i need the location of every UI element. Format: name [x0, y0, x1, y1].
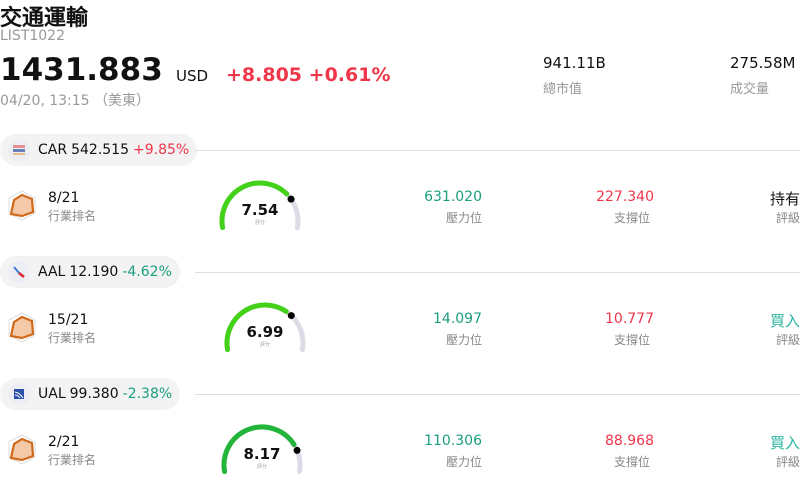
industry-rank-label: 行業排名 — [48, 209, 97, 223]
gauge-fill — [224, 302, 289, 353]
rating-label: 評級 — [775, 333, 800, 347]
resistance-label: 壓力位 — [445, 333, 482, 347]
score-gauge — [221, 424, 303, 475]
ticker: CAR — [38, 142, 68, 158]
united-airlines-logo-icon — [8, 383, 30, 405]
stock-price: 12.190 — [69, 264, 119, 280]
ticker: UAL — [38, 386, 66, 402]
support-value: 10.777 — [605, 311, 654, 327]
timestamp: 04/20, 13:15 （美東） — [0, 93, 151, 109]
price-change: +8.805 +0.61% — [226, 64, 391, 86]
radar-chart-icon — [8, 312, 36, 343]
change-value: +8.805 — [226, 64, 303, 86]
index-price: 1431.883 — [0, 52, 163, 88]
score-gauge — [224, 302, 306, 353]
stock-header-car[interactable]: CAR 542.515 +9.85% — [0, 134, 198, 166]
rating-label: 評級 — [775, 455, 800, 469]
score-value: 7.54 — [241, 201, 279, 219]
divider — [195, 272, 800, 273]
index-code: LIST1022 — [0, 28, 65, 44]
currency: USD — [176, 67, 209, 85]
gauge-marker — [287, 195, 295, 203]
divider — [195, 150, 800, 151]
radar-chart-icon — [8, 434, 36, 465]
page-title: 交通運輸 — [0, 6, 89, 31]
score-label: 評分 — [259, 342, 270, 348]
radar-chart-icon — [8, 190, 36, 221]
stock-price: 542.515 — [71, 142, 129, 158]
market-cap-value: 941.11B — [543, 54, 606, 72]
score-gauge — [219, 180, 301, 231]
support-value: 88.968 — [605, 433, 654, 449]
gauge-fill — [219, 180, 290, 231]
score-label: 評分 — [256, 464, 267, 470]
score-value: 6.99 — [246, 323, 284, 341]
support-label: 支撐位 — [613, 455, 650, 469]
resistance-value: 631.020 — [424, 189, 482, 205]
resistance-label: 壓力位 — [445, 211, 482, 225]
industry-rank: 15/21 — [48, 312, 89, 328]
gauge-fill — [221, 424, 297, 475]
industry-rank: 2/21 — [48, 434, 80, 450]
rating-value: 買入 — [769, 312, 800, 330]
resistance-value: 14.097 — [433, 311, 482, 327]
divider — [195, 394, 800, 395]
resistance-value: 110.306 — [424, 433, 482, 449]
gauge-marker — [287, 312, 295, 320]
support-value: 227.340 — [596, 189, 654, 205]
resistance-label: 壓力位 — [445, 455, 482, 469]
industry-rank-label: 行業排名 — [48, 453, 97, 467]
avis-budget-logo-icon — [8, 139, 30, 161]
stock-change: +9.85% — [133, 142, 190, 158]
stock-change: -2.38% — [122, 386, 173, 402]
score-value: 8.17 — [243, 445, 281, 463]
rating-label: 評級 — [775, 211, 800, 225]
ticker: AAL — [38, 264, 66, 280]
support-label: 支撐位 — [613, 333, 650, 347]
volume-value: 275.58M — [730, 54, 796, 72]
market-cap-label: 總市值 — [543, 82, 583, 97]
stock-price: 99.380 — [69, 386, 119, 402]
stock-header-aal[interactable]: AAL 12.190 -4.62% — [0, 256, 180, 288]
rating-value: 買入 — [769, 434, 800, 452]
stock-header-ual[interactable]: UAL 99.380 -2.38% — [0, 378, 181, 410]
industry-rank-label: 行業排名 — [48, 331, 97, 345]
volume-label: 成交量 — [730, 82, 770, 97]
support-label: 支撐位 — [613, 211, 650, 225]
change-percent: +0.61% — [308, 64, 391, 86]
stock-change: -4.62% — [122, 264, 172, 280]
gauge-marker — [293, 446, 301, 454]
industry-rank: 8/21 — [48, 190, 80, 206]
american-airlines-logo-icon — [8, 261, 30, 283]
rating-value: 持有 — [769, 190, 800, 208]
score-label: 評分 — [254, 220, 265, 226]
